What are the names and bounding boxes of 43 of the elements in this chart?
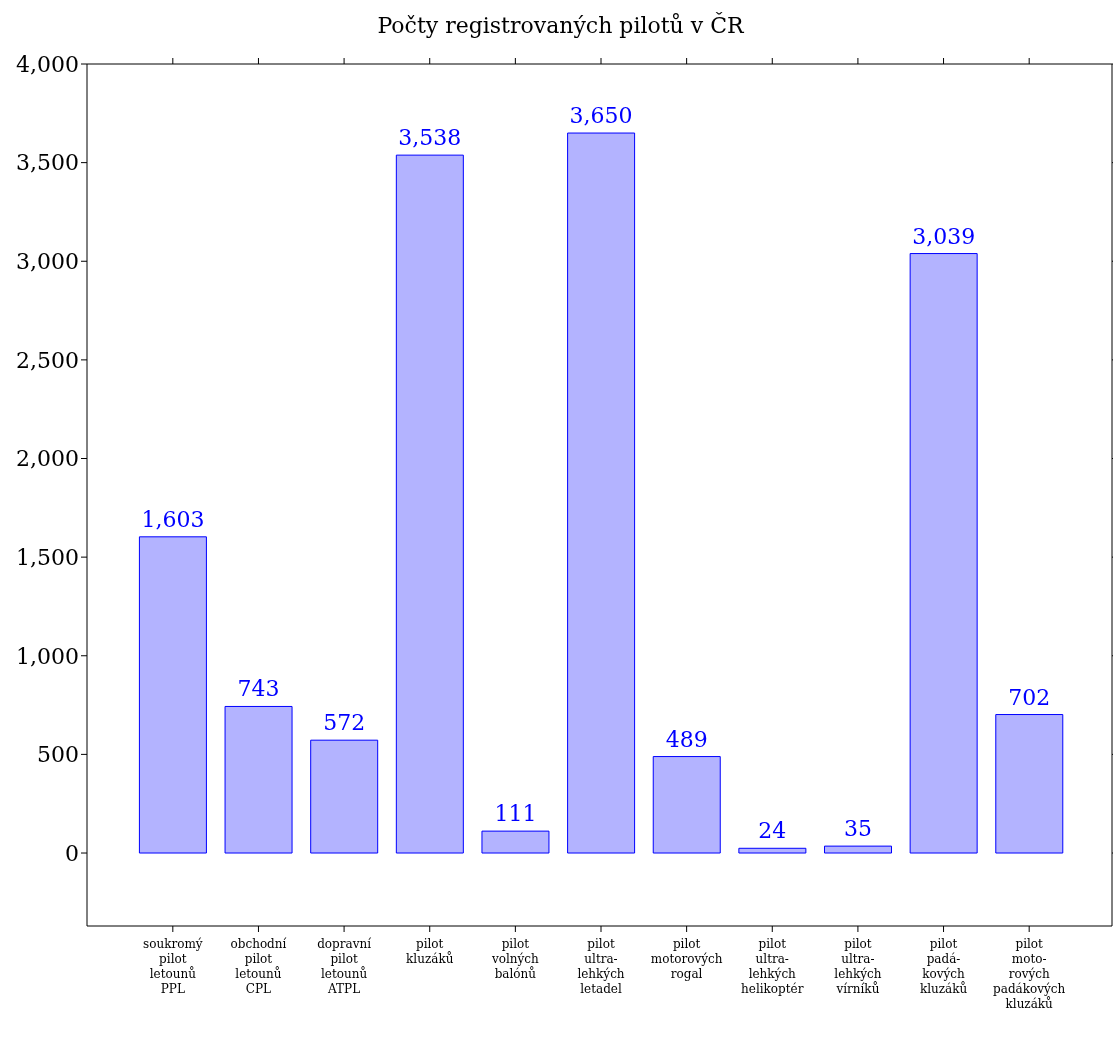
x-tick-label: pilot motorových rogal — [650, 937, 723, 981]
bar — [395, 154, 464, 854]
y-tick-label: 0 — [65, 840, 79, 866]
bar — [909, 253, 978, 854]
data-label: 3,650 — [569, 103, 633, 129]
y-tick-label: 1,000 — [16, 643, 79, 669]
bar — [138, 536, 207, 854]
y-tick-label: 500 — [37, 742, 79, 768]
data-label: 572 — [323, 710, 366, 736]
x-tick-label: soukromý pilot letounů PPL — [143, 937, 203, 996]
bar — [738, 847, 807, 854]
data-label: 1,603 — [141, 506, 205, 532]
bar — [481, 830, 550, 854]
bar — [567, 132, 636, 854]
y-tick-label: 3,000 — [16, 249, 79, 275]
data-label: 24 — [758, 818, 787, 844]
y-tick-label: 1,500 — [16, 544, 79, 570]
x-tick-label: pilot ultra- lehkých helikoptér — [741, 937, 804, 996]
x-tick-label: pilot ultra- lehkých letadel — [577, 937, 625, 996]
data-label: 3,538 — [398, 125, 462, 151]
bar — [824, 845, 893, 854]
x-tick-label: obchodní pilot letounů CPL — [230, 937, 287, 996]
x-tick-label: pilot moto- rových padákových kluzáků — [993, 937, 1066, 1011]
bar — [224, 705, 293, 854]
data-label: 111 — [494, 801, 537, 827]
data-label: 743 — [237, 676, 280, 702]
data-label: 702 — [1008, 684, 1051, 710]
data-label: 489 — [665, 726, 708, 752]
y-tick-label: 3,500 — [16, 150, 79, 176]
x-tick-label: pilot ultra- lehkých vírníků — [834, 937, 882, 996]
x-tick-label: pilot padá- kových kluzáků — [919, 937, 968, 996]
bar — [310, 739, 379, 854]
y-tick-label: 2,500 — [16, 347, 79, 373]
x-tick-label: pilot volných balónů — [490, 937, 540, 981]
y-tick-label: 4,000 — [16, 51, 79, 77]
chart-title: Počty registrovaných pilotů v ČR — [376, 11, 745, 40]
bar — [652, 756, 721, 854]
y-tick-label: 2,000 — [16, 446, 79, 472]
data-label: 3,039 — [912, 223, 976, 249]
data-label: 35 — [844, 816, 873, 842]
x-tick-label: pilot kluzáků — [406, 937, 454, 966]
bar — [995, 714, 1064, 854]
x-tick-label: dopravní pilot letounů ATPL — [317, 937, 372, 996]
